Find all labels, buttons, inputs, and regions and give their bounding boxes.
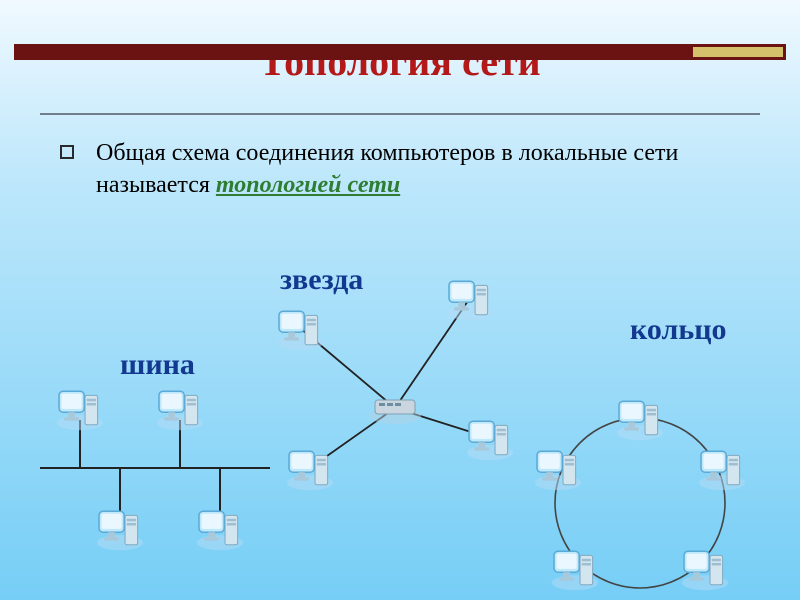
- computer-icon: [617, 401, 663, 440]
- body-term: топологией сети: [216, 172, 400, 198]
- computer-icon: [535, 451, 581, 490]
- topology-label-star: звезда: [280, 263, 363, 297]
- bullet-icon: [60, 145, 74, 159]
- hub-icon: [369, 400, 421, 424]
- body-text: Общая схема соединения компьютеров в лок…: [96, 137, 740, 202]
- topology-label-bus: шина: [120, 348, 195, 382]
- topology-diagram: [0, 238, 800, 600]
- border-seg-main: [17, 47, 693, 57]
- computer-icon: [157, 391, 203, 430]
- computer-icon: [467, 421, 513, 460]
- border-seg-accent: [693, 47, 783, 57]
- computer-icon: [447, 281, 493, 320]
- topology-label-ring: кольцо: [630, 313, 726, 347]
- body-row: Общая схема соединения компьютеров в лок…: [60, 137, 740, 202]
- computer-icon: [552, 551, 598, 590]
- title-rule: [40, 113, 760, 115]
- computer-icon: [197, 511, 243, 550]
- computer-icon: [57, 391, 103, 430]
- computer-icon: [682, 551, 728, 590]
- computer-icon: [699, 451, 745, 490]
- computer-icon: [97, 511, 143, 550]
- computer-icon: [277, 311, 323, 350]
- slide-top-border: [14, 44, 786, 60]
- computer-icon: [287, 451, 333, 490]
